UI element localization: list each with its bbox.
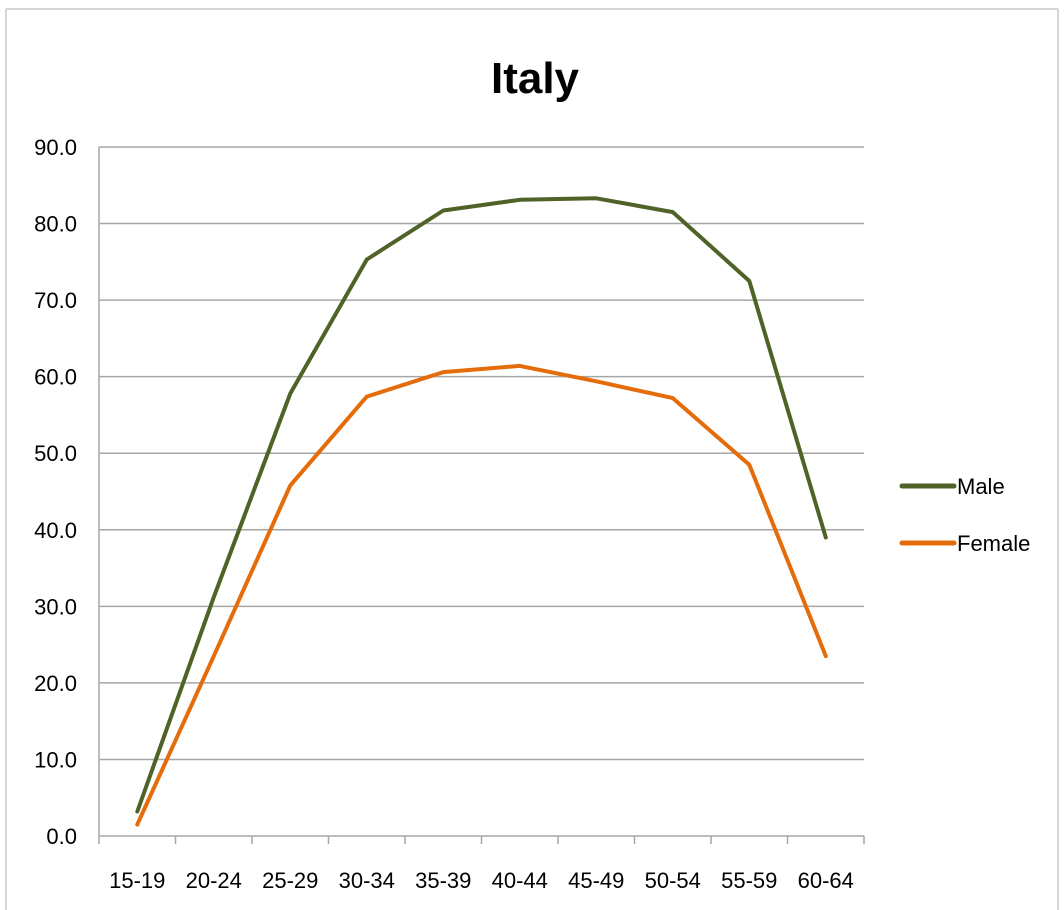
y-tick-label: 60.0 [34, 365, 77, 390]
y-tick-label: 20.0 [34, 671, 77, 696]
x-axis-tick-labels: 15-19 20-24 25-29 30-34 35-39 40-44 45-49 50-54… [98, 836, 865, 893]
legend-label-female: Female [957, 531, 1030, 556]
x-tick-label: 55-59 [721, 868, 777, 893]
x-tick-label: 15-19 [109, 868, 165, 893]
x-tick-label: 50-54 [645, 868, 701, 893]
x-tick-label: 60-64 [798, 868, 854, 893]
x-tick-label: 20-24 [186, 868, 242, 893]
y-tick-label: 40.0 [34, 518, 77, 543]
y-axis-tick-labels: 0.0 10.0 20.0 30.0 40.0 50.0 60.0 70.0 80.0 90.0 [34, 135, 77, 849]
y-tick-label: 80.0 [34, 212, 77, 237]
legend-label-male: Male [957, 474, 1005, 499]
gridlines [98, 146, 864, 837]
y-tick-label: 50.0 [34, 441, 77, 466]
x-tick-label: 35-39 [415, 868, 471, 893]
x-tick-label: 45-49 [568, 868, 624, 893]
y-tick-label: 70.0 [34, 288, 77, 313]
y-tick-label: 30.0 [34, 594, 77, 619]
series-line-female [135, 363, 828, 827]
x-tick-label: 30-34 [339, 868, 395, 893]
y-tick-label: 10.0 [34, 747, 77, 772]
x-tick-label: 25-29 [262, 868, 318, 893]
chart-title: Italy [491, 54, 580, 103]
series-line-male [135, 196, 828, 814]
y-tick-label: 0.0 [46, 824, 77, 849]
x-tick-label: 40-44 [492, 868, 548, 893]
legend: Male Female [899, 474, 1030, 556]
y-tick-label: 90.0 [34, 135, 77, 160]
series-lines [135, 196, 828, 827]
